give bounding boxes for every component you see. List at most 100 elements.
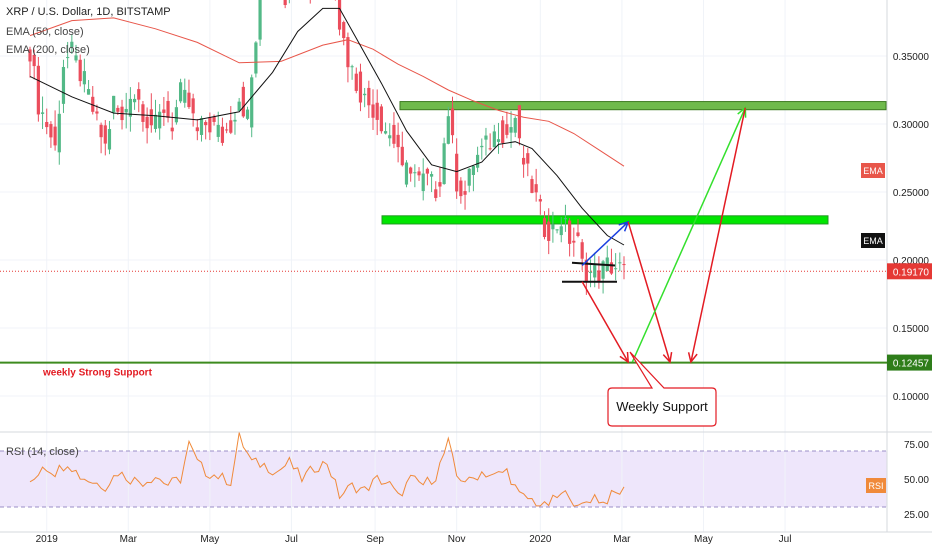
candle-body [434, 189, 438, 198]
candle-body [597, 270, 601, 281]
candle-body [475, 154, 480, 168]
candle-body [509, 127, 513, 133]
candle-body [53, 126, 57, 146]
x-tick-label: Nov [448, 534, 466, 545]
rsi-tick-label: 50.00 [904, 475, 929, 486]
candle-body [174, 107, 179, 123]
candle-body [137, 89, 141, 100]
candle-body [601, 261, 605, 279]
y-tick-label: 0.25000 [893, 188, 930, 199]
candle-body [459, 180, 463, 197]
resistance-zone [399, 101, 887, 111]
candle-body [563, 218, 568, 220]
candle-body [195, 127, 199, 132]
y-tick-label: 0.35000 [893, 52, 930, 63]
callout-bubble [607, 351, 717, 427]
candle-body [128, 98, 132, 117]
candle-body [40, 112, 45, 114]
candle-body [112, 95, 116, 113]
rsi-badge-label: RSI [868, 481, 883, 491]
candle-body [618, 262, 622, 264]
candle-body [225, 129, 229, 131]
candle-body [450, 108, 455, 136]
candle-body [254, 42, 258, 74]
candle-body [145, 116, 149, 129]
candle-body [622, 264, 626, 266]
support-price-badge [887, 354, 932, 371]
symbol-title: XRP / U.S. Dollar, 1D, BITSTAMP [6, 6, 171, 18]
pennant-top-line [571, 261, 616, 267]
candle-body [388, 135, 392, 139]
candle-body [28, 49, 32, 62]
ema-badge-2-label: EMA [863, 236, 883, 246]
arrow-red-early [581, 281, 629, 363]
candle-body [417, 171, 421, 176]
ema-legend-1: EMA (50, close) [6, 26, 84, 38]
ema-200-line [29, 17, 625, 167]
candle-body [258, 0, 262, 40]
rsi-legend: RSI (14, close) [6, 446, 79, 458]
candle-body [551, 224, 555, 230]
candle-body [107, 129, 112, 150]
rsi-band [0, 451, 887, 507]
candle-body [153, 114, 158, 129]
candle-body [538, 199, 542, 202]
candle-body [245, 109, 250, 119]
candle-body [580, 242, 584, 259]
rsi-line [29, 432, 625, 507]
current-price-badge [887, 263, 932, 280]
candle-body [241, 86, 245, 117]
arrow-blue-up-head [618, 220, 630, 232]
candle-body [413, 172, 417, 174]
candle-body [132, 98, 137, 103]
candle-body [492, 131, 496, 148]
candle-body [484, 135, 488, 140]
candle-body [350, 66, 354, 68]
candle-body [517, 105, 522, 139]
x-tick-label: Jul [285, 534, 298, 545]
candle-body [149, 109, 153, 126]
candle-body [86, 89, 91, 95]
ema-badge-1-label: EMA [863, 166, 883, 176]
callout-text: Weekly Support [616, 399, 708, 414]
candle-body [337, 0, 342, 30]
candle-body [233, 119, 237, 122]
candle-body [45, 121, 49, 128]
candle-body [588, 271, 593, 273]
y-tick-label: 0.30000 [893, 120, 930, 131]
candle-body [116, 107, 120, 112]
candle-body [609, 262, 614, 274]
candle-body [480, 145, 484, 148]
candle-body [216, 124, 220, 137]
candle-body [442, 143, 446, 185]
candle-body [568, 220, 572, 244]
arrow-red-down-1-head [662, 351, 673, 364]
candle-body [421, 173, 425, 192]
ema-50-line [29, 7, 625, 246]
arrow-red-early-head [619, 351, 630, 364]
candle-body [383, 131, 388, 134]
y-tick-label: 0.10000 [893, 392, 930, 403]
candle-body [425, 168, 429, 174]
x-tick-label: Sep [366, 534, 384, 545]
candle-body [183, 89, 187, 103]
candle-body [471, 165, 476, 175]
candle-body [70, 41, 74, 48]
candle-body [162, 109, 166, 113]
current-price-badge-label: 0.19170 [893, 267, 930, 278]
candle-body [346, 37, 350, 68]
candle-body [593, 265, 597, 278]
candle-body [542, 218, 547, 237]
candle-body [379, 106, 383, 132]
candle-body [78, 59, 82, 82]
candle-body [141, 104, 145, 122]
candle-body [166, 100, 170, 118]
candle-body [237, 101, 241, 111]
x-tick-label: May [200, 534, 219, 545]
candle-body [409, 167, 413, 174]
candle-body [95, 111, 99, 114]
candle-body [371, 104, 375, 118]
candle-body [178, 82, 183, 102]
